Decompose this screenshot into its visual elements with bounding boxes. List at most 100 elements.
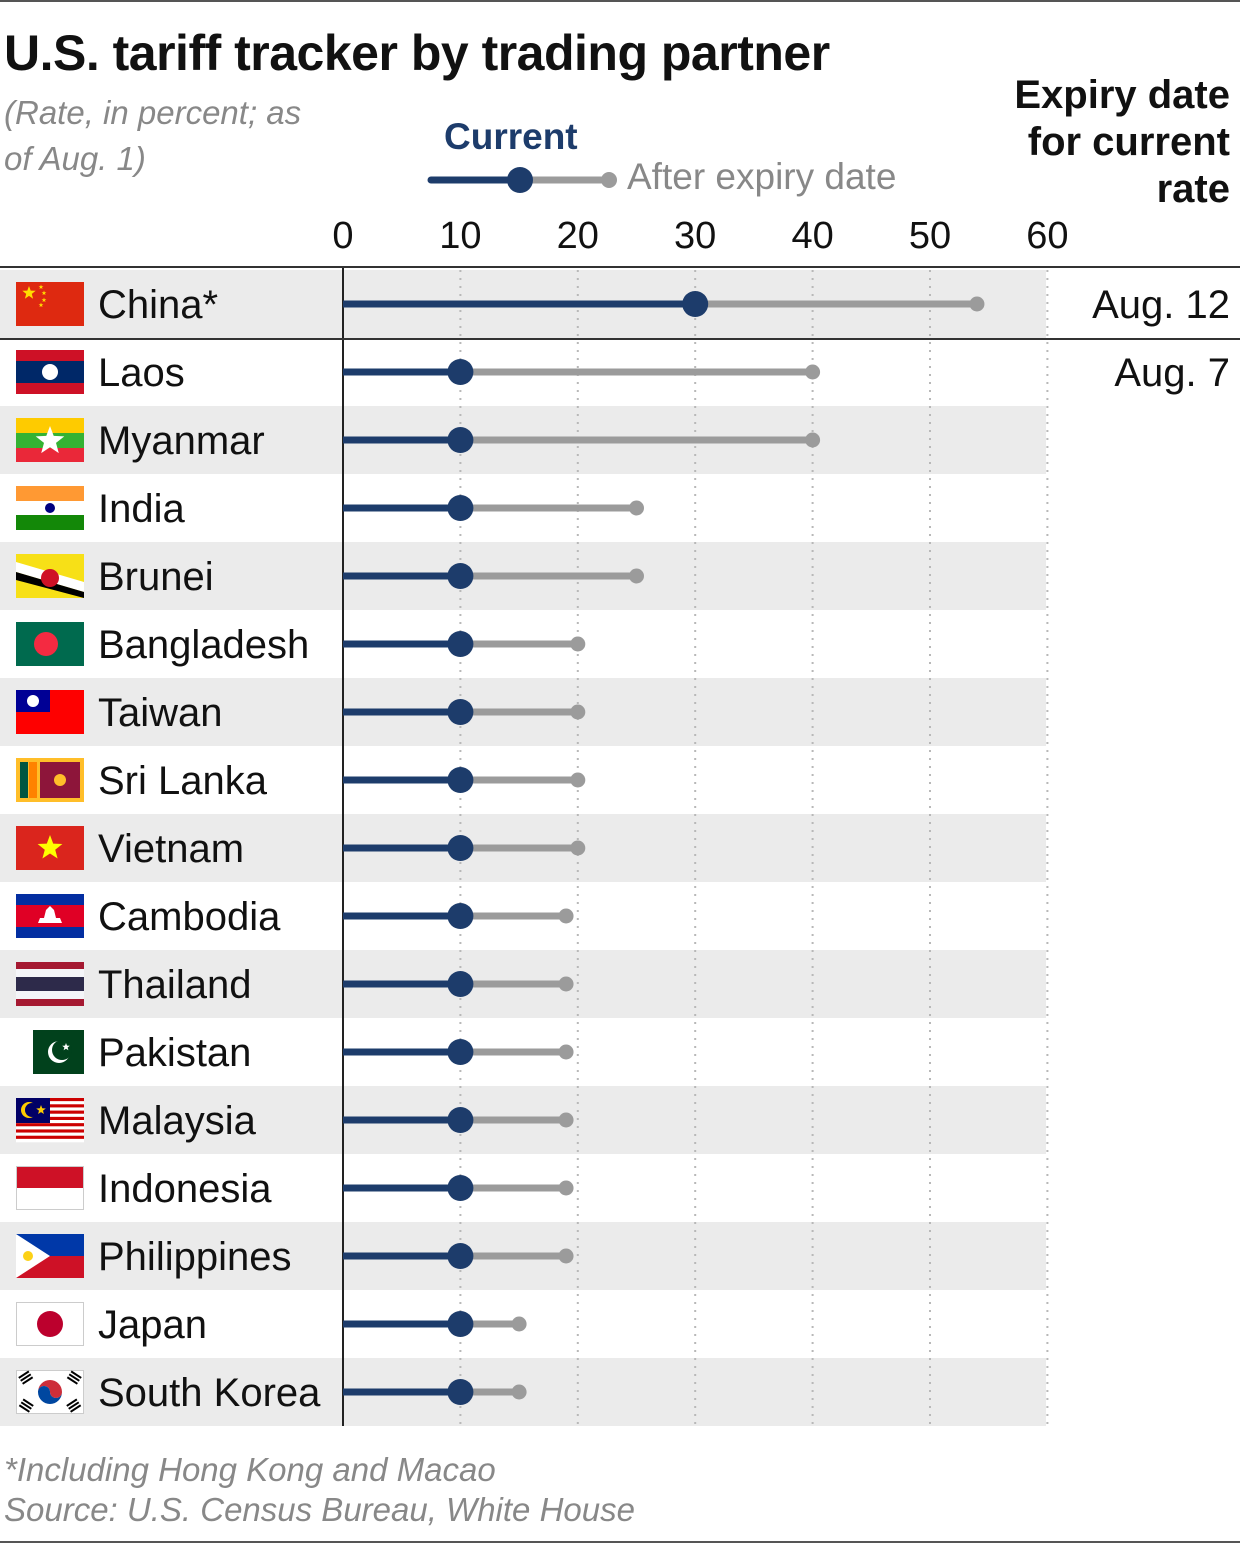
flag-part bbox=[16, 1138, 84, 1143]
after-expiry-dot bbox=[570, 772, 586, 788]
country-label: Philippines bbox=[98, 1235, 291, 1279]
flag-part bbox=[16, 894, 84, 905]
flag-part bbox=[16, 1126, 84, 1130]
country-label: Pakistan bbox=[98, 1031, 251, 1075]
data-row: Pakistan bbox=[16, 1030, 574, 1075]
after-expiry-dot bbox=[511, 1316, 527, 1332]
after-expiry-dot bbox=[558, 1248, 574, 1264]
flag-part bbox=[16, 1030, 33, 1074]
after-expiry-dot bbox=[570, 636, 586, 652]
brunei-flag-icon bbox=[16, 554, 84, 598]
current-rate-dot bbox=[447, 1039, 474, 1065]
x-tick-label: 50 bbox=[909, 215, 951, 257]
flag-part bbox=[38, 302, 44, 307]
country-label: Malaysia bbox=[98, 1099, 257, 1143]
data-row: Myanmar bbox=[16, 418, 821, 463]
indonesia-flag-icon bbox=[16, 1166, 84, 1210]
current-rate-dot bbox=[447, 427, 474, 453]
flag-part bbox=[20, 762, 28, 798]
taiwan-flag-icon bbox=[16, 690, 84, 734]
after-expiry-dot bbox=[805, 432, 821, 448]
source-text: Source: U.S. Census Bureau, White House bbox=[4, 1491, 635, 1528]
flag-part bbox=[62, 1043, 70, 1051]
after-expiry-dot bbox=[511, 1384, 527, 1400]
data-rows: China* Aug. 12 Laos Aug. 7 Myanmar India Brune… bbox=[16, 282, 1230, 1415]
flag-part bbox=[16, 1302, 84, 1346]
country-label: Bangladesh bbox=[98, 623, 309, 667]
x-tick-label: 20 bbox=[557, 215, 599, 257]
flag-part bbox=[16, 927, 84, 938]
flag-part bbox=[16, 1132, 84, 1137]
after-expiry-dot bbox=[558, 1044, 574, 1060]
flag-part bbox=[70, 1370, 82, 1379]
legend-swatch bbox=[427, 167, 617, 193]
flag-part bbox=[35, 426, 65, 454]
flag-part bbox=[29, 762, 37, 798]
flag-part bbox=[16, 1129, 84, 1133]
flag-part bbox=[16, 486, 84, 501]
data-row: Cambodia bbox=[16, 894, 574, 939]
flag-part bbox=[27, 695, 39, 707]
data-row: Vietnam bbox=[16, 826, 586, 871]
flag-part bbox=[66, 1398, 78, 1407]
flag-part bbox=[68, 1373, 80, 1382]
flag-part bbox=[36, 1105, 46, 1114]
data-row: Thailand bbox=[16, 962, 574, 1007]
data-row: Indonesia bbox=[16, 1166, 574, 1211]
flag-part bbox=[16, 1166, 84, 1210]
cambodia-flag-icon bbox=[16, 894, 84, 938]
current-rate-dot bbox=[447, 903, 474, 929]
flag-part bbox=[41, 297, 47, 302]
x-tick-label: 60 bbox=[1026, 215, 1068, 257]
flag-part bbox=[22, 1398, 34, 1407]
current-rate-dot bbox=[447, 1107, 474, 1133]
japan-flag-icon bbox=[16, 1302, 84, 1346]
current-rate-dot bbox=[447, 563, 474, 589]
after-expiry-dot bbox=[805, 364, 821, 380]
vietnam-flag-icon bbox=[16, 826, 84, 870]
china-flag-icon bbox=[16, 282, 84, 326]
data-row: Sri Lanka bbox=[16, 758, 586, 803]
data-row: China* Aug. 12 bbox=[16, 282, 1230, 327]
flag-part bbox=[16, 1123, 84, 1127]
flag-part bbox=[34, 632, 58, 656]
country-label: Thailand bbox=[98, 963, 251, 1007]
flag-part bbox=[16, 1188, 84, 1210]
country-label: Laos bbox=[98, 351, 185, 395]
after-expiry-dot bbox=[629, 568, 644, 584]
chart-subtitle: (Rate, in percent; as of Aug. 1) bbox=[4, 94, 302, 177]
legend-current-dot bbox=[507, 167, 533, 193]
current-rate-dot bbox=[447, 495, 474, 521]
bottom-rule bbox=[0, 1541, 1240, 1543]
after-expiry-dot bbox=[558, 1180, 574, 1196]
flag-part bbox=[37, 835, 63, 859]
current-rate-dot bbox=[447, 359, 474, 385]
current-rate-dot bbox=[447, 1243, 474, 1269]
data-row: Japan bbox=[16, 1302, 527, 1347]
laos-flag-icon bbox=[16, 350, 84, 394]
country-label: Cambodia bbox=[98, 895, 281, 939]
flag-part bbox=[52, 1040, 72, 1060]
flag-part bbox=[42, 364, 58, 380]
after-expiry-dot bbox=[570, 704, 586, 720]
country-label: China* bbox=[98, 283, 218, 327]
flag-part bbox=[23, 1251, 33, 1261]
pakistan-flag-icon bbox=[16, 1030, 84, 1074]
after-expiry-dot bbox=[570, 840, 586, 856]
data-row: Malaysia bbox=[16, 1098, 574, 1143]
x-tick-label: 30 bbox=[674, 215, 716, 257]
expiry-column-header: Expiry date for current rate bbox=[1014, 73, 1230, 211]
flag-part bbox=[16, 418, 84, 433]
flag-part bbox=[18, 1404, 30, 1413]
data-row: Brunei bbox=[16, 554, 644, 599]
legend-current-label: Current bbox=[444, 116, 578, 157]
current-rate-dot bbox=[447, 767, 474, 793]
after-expiry-dot bbox=[629, 500, 644, 516]
flag-part bbox=[68, 1401, 80, 1410]
after-expiry-dot bbox=[969, 296, 985, 312]
flag-part bbox=[18, 1370, 30, 1379]
country-label: India bbox=[98, 487, 185, 531]
country-label: Taiwan bbox=[98, 691, 223, 735]
after-expiry-dot bbox=[558, 976, 574, 992]
bangladesh-flag-icon bbox=[16, 622, 84, 666]
